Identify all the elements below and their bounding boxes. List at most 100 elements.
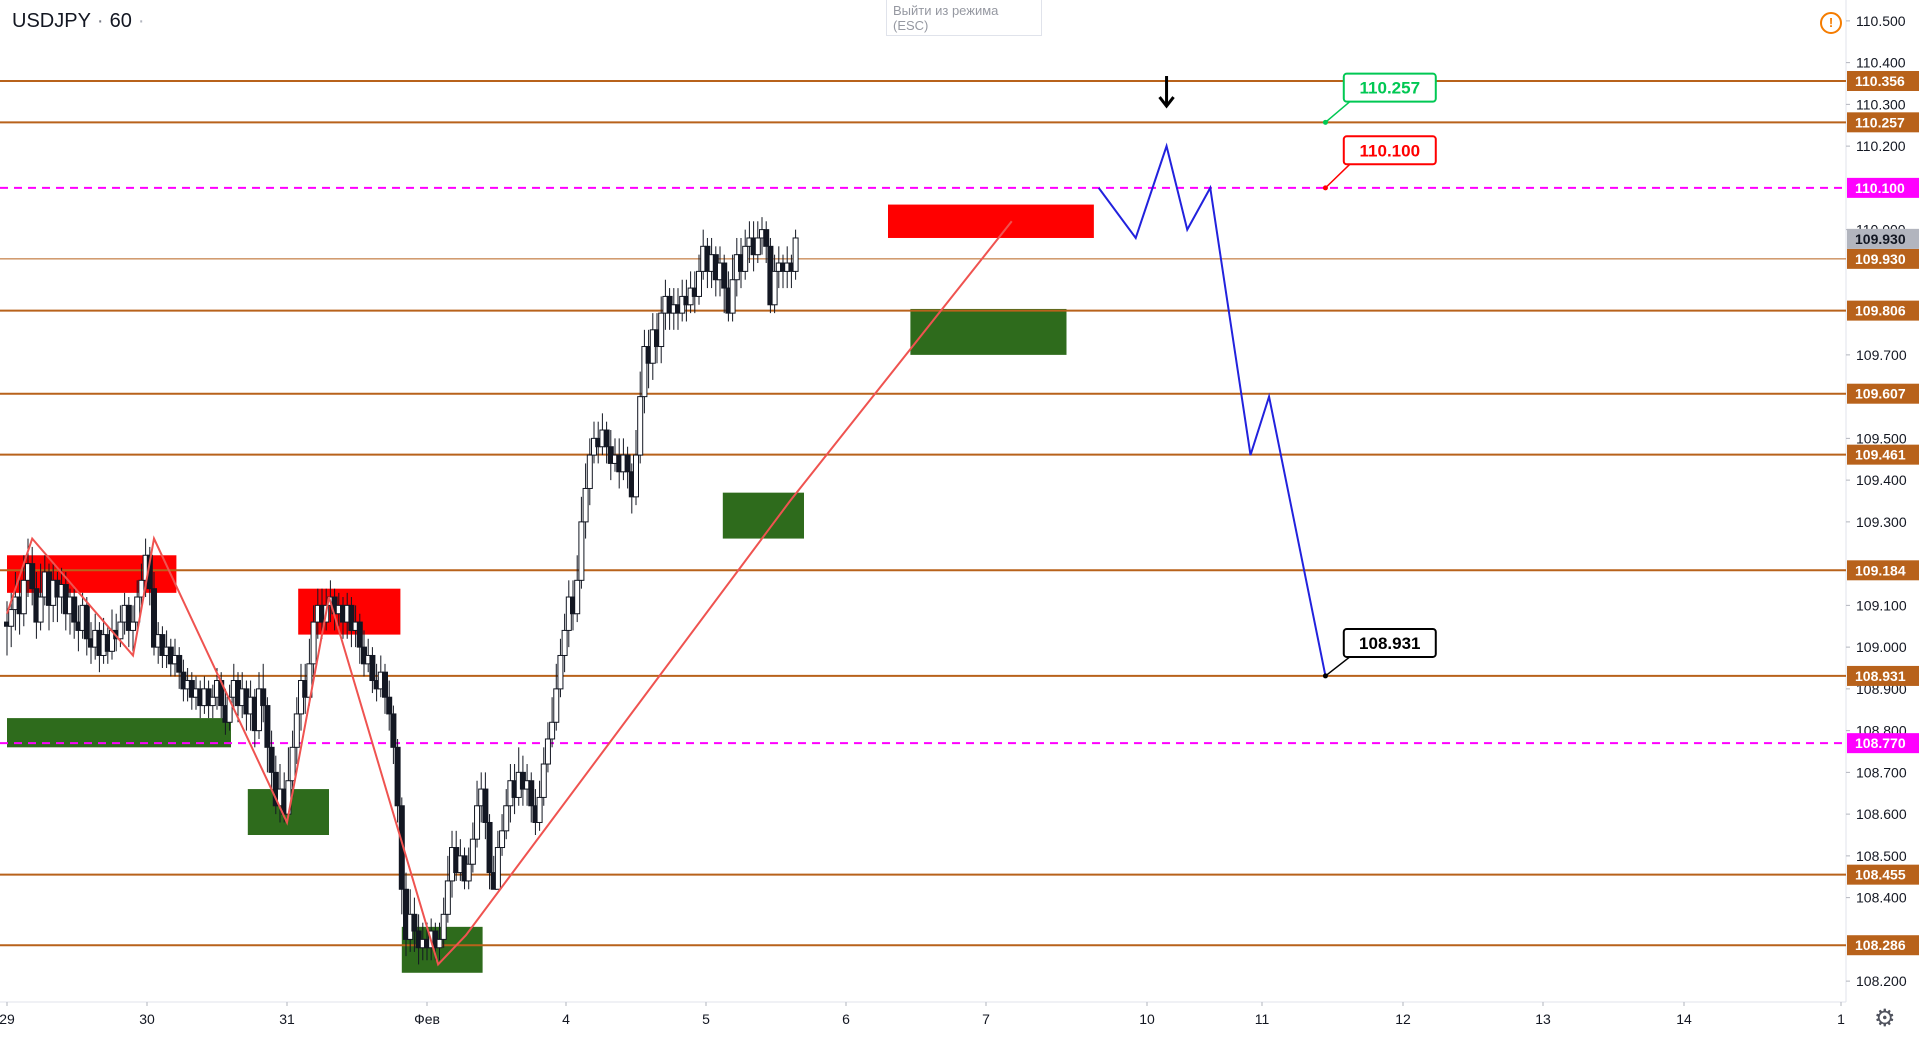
candle-body [528, 780, 535, 807]
candle-body [578, 521, 585, 581]
time-tick-label: 6 [842, 1011, 850, 1027]
callout-label: 108.931 [1359, 634, 1420, 653]
candle-body [721, 262, 728, 289]
candle-body [138, 579, 145, 598]
time-tick-label: 11 [1255, 1011, 1270, 1027]
candle-body [486, 821, 493, 874]
candle-body [763, 229, 770, 247]
candle-body [29, 563, 36, 590]
time-tick-label: 14 [1676, 1011, 1692, 1027]
candle-body [754, 237, 761, 256]
time-tick-label: 1 [1837, 1011, 1845, 1027]
candle-body [125, 604, 132, 631]
candle-body [310, 621, 317, 665]
callout-box [1342, 627, 1437, 658]
time-tick-label: 4 [562, 1011, 570, 1027]
exit-fullscreen-notice[interactable]: Выйти из режима (ESC) [886, 0, 1042, 36]
callout-anchor [1322, 673, 1328, 679]
candle-body [603, 429, 610, 448]
current-price-tag [1847, 228, 1919, 249]
candle-body [268, 746, 275, 773]
candle-body [557, 654, 564, 690]
level-price-label: 108.455 [1855, 867, 1906, 883]
level-price-tag [1847, 444, 1919, 465]
level-price-tag [1847, 733, 1919, 754]
zigzag-line [6, 220, 1013, 967]
candle-body [503, 805, 510, 832]
alert-circle-icon[interactable]: ! [1820, 12, 1842, 34]
candle-body [369, 654, 376, 682]
candle-body [536, 796, 543, 823]
candle-body [633, 454, 639, 498]
support-zone [910, 308, 1067, 355]
candle-body [386, 696, 393, 715]
level-price-label: 109.930 [1855, 251, 1906, 267]
callout-box [1342, 135, 1437, 166]
candle-body [117, 621, 124, 640]
price-tick-label: 108.400 [1856, 890, 1907, 906]
level-price-label: 110.100 [1855, 180, 1905, 196]
candle-body [411, 913, 418, 932]
level-price-label: 108.931 [1855, 668, 1906, 684]
candle-body [20, 579, 27, 615]
candle-body [440, 913, 447, 940]
price-tick-label: 109.000 [1856, 639, 1907, 655]
exit-notice-line2: (ESC) [893, 18, 929, 33]
price-tick-label: 110.500 [1856, 13, 1906, 29]
candle-body [176, 654, 183, 673]
candle-body [482, 788, 489, 823]
current-price-label: 109.930 [1855, 231, 1906, 247]
price-tick-label: 110.400 [1856, 55, 1906, 71]
candle-body [696, 270, 702, 297]
title-separator: · [96, 10, 104, 32]
candle-body [37, 596, 44, 623]
price-tick-label: 109.300 [1856, 514, 1907, 530]
level-price-label: 109.461 [1855, 447, 1906, 463]
time-tick-label: 5 [702, 1011, 710, 1027]
symbol-title: USDJPY · 60 · [12, 10, 145, 33]
gear-icon[interactable]: ⚙ [1874, 1005, 1896, 1032]
price-tick-label: 109.100 [1856, 597, 1907, 613]
candle-body [553, 688, 560, 723]
candle-body [742, 245, 749, 272]
candle-body [561, 629, 568, 656]
candle-body [382, 671, 388, 698]
callout-pointer [1324, 101, 1351, 123]
candle-body [226, 696, 233, 723]
time-tick-label: 7 [982, 1011, 990, 1027]
candle-body [465, 863, 472, 882]
candle-body [574, 579, 581, 615]
candle-body [436, 938, 443, 949]
candle-body [771, 270, 778, 306]
candle-body [209, 696, 216, 707]
callout-pointer [1324, 656, 1351, 677]
candle-body [494, 847, 501, 890]
level-price-label: 109.806 [1855, 303, 1906, 319]
candle-body [390, 713, 397, 748]
candle-body [293, 713, 300, 748]
callout-label: 110.100 [1360, 141, 1421, 160]
price-tick-label: 110.200 [1856, 138, 1906, 154]
time-tick-label: 12 [1395, 1011, 1411, 1027]
level-price-tag [1847, 177, 1919, 198]
price-tick-label: 108.700 [1856, 764, 1907, 780]
price-tick-label: 108.200 [1856, 973, 1907, 989]
candle-body [582, 487, 589, 523]
level-price-tag [1847, 300, 1919, 321]
candle-body [394, 746, 401, 807]
level-price-tag [1847, 70, 1919, 91]
resistance-zone [888, 204, 1094, 238]
price-tick-label: 109.500 [1856, 430, 1907, 446]
candle-body [159, 634, 166, 656]
callout-anchor [1322, 185, 1328, 191]
level-price-label: 108.286 [1855, 937, 1906, 953]
candle-body [8, 609, 15, 627]
level-price-label: 110.356 [1855, 73, 1905, 89]
candle-body [624, 454, 631, 473]
candle-body [499, 830, 506, 849]
candle-body [260, 688, 267, 707]
callout-label: 110.257 [1360, 79, 1421, 98]
candle-body [444, 880, 451, 915]
